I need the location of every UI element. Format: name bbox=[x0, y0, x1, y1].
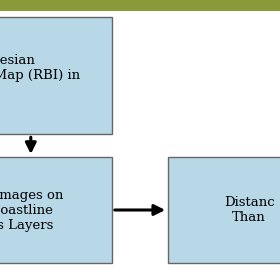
Bar bbox=[0, 17, 112, 134]
Text: ving Images on
and Coastline
cefiles Layers: ving Images on and Coastline cefiles Lay… bbox=[0, 188, 63, 232]
Bar bbox=[0, 157, 112, 263]
Text: Distanc
Than: Distanc Than bbox=[224, 196, 274, 224]
Bar bbox=[0, 0, 280, 11]
Bar bbox=[168, 157, 280, 263]
Text: Indonesian
phic Map (RBI) in
2017: Indonesian phic Map (RBI) in 2017 bbox=[0, 54, 80, 97]
